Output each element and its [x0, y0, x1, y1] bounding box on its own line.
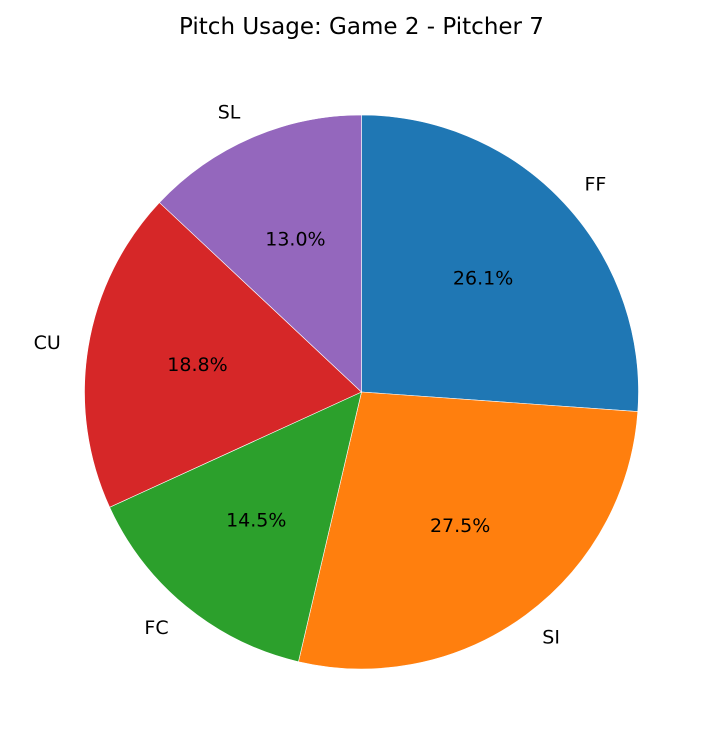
slice-percent-ff: 26.1%: [453, 268, 513, 290]
slice-percent-cu: 18.8%: [167, 354, 227, 376]
slice-percent-si: 27.5%: [430, 515, 490, 537]
slice-percent-fc: 14.5%: [226, 510, 286, 532]
slice-label-fc: FC: [144, 617, 168, 639]
slice-label-si: SI: [542, 626, 560, 648]
pie-slice-fc: [109, 391, 362, 663]
slice-label-sl: SL: [218, 101, 241, 123]
slice-label-cu: CU: [34, 332, 61, 354]
pie-slice-ff: [361, 114, 639, 412]
pie-slice-sl: [158, 114, 362, 393]
pie-slices: [84, 114, 639, 670]
pie-slice-cu: [84, 202, 363, 508]
chart-title: Pitch Usage: Game 2 - Pitcher 7: [179, 14, 544, 40]
pie-slice-si: [298, 391, 639, 670]
pie-labels: FF 26.1% SI 27.5% FC 14.5% CU 18.8% SL 13.0%: [34, 101, 607, 648]
slice-percent-sl: 13.0%: [265, 228, 325, 250]
slice-label-ff: FF: [584, 173, 606, 195]
